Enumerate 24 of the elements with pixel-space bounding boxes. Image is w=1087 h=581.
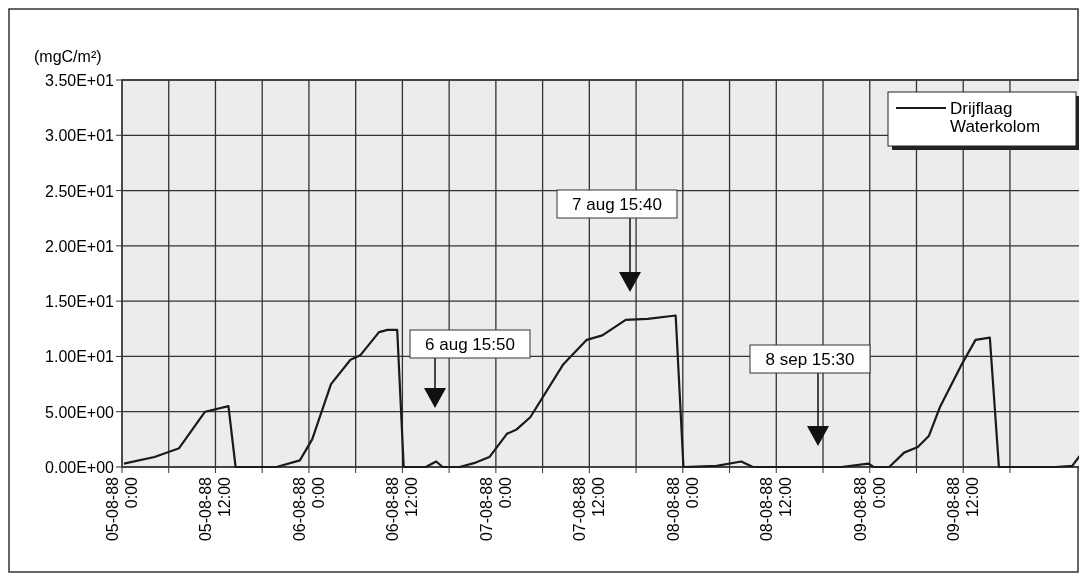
x-tick-label: 08-08-88 12:00 [758, 476, 795, 542]
annotation: Waterkolom [950, 117, 1041, 136]
y-axis-title: (mgC/m²) [34, 48, 102, 65]
legend-label: Drijflaag [950, 99, 1013, 118]
x-tick-label: 05-08-88 12:00 [197, 476, 234, 542]
y-tick-label: 1.00E+01 [45, 348, 115, 366]
x-tick-label: 05-08-88 0:00 [104, 476, 140, 542]
y-tick-label: 1.50E+01 [45, 293, 115, 311]
x-tick-label: 06-08-88 0:00 [290, 476, 327, 542]
x-tick-label: 08-08-88 0:00 [664, 476, 701, 542]
x-tick-label: 07-08-88 0:00 [477, 476, 514, 542]
x-tick-label: 06-08-88 12:00 [384, 476, 421, 542]
y-tick-label: 3.50E+01 [45, 72, 115, 89]
x-tick-label: 09-08-88 12:00 [945, 476, 982, 542]
x-tick-label: 09-08-88 0:00 [851, 476, 888, 542]
y-tick-label: 2.50E+01 [45, 182, 115, 200]
y-tick-label: 2.00E+01 [45, 237, 115, 255]
y-tick-label: 0.00E+00 [45, 459, 115, 476]
annotation: 6 aug 15:50 [425, 335, 515, 354]
y-tick-label: 5.00E+00 [45, 403, 115, 421]
y-tick-label: 3.00E+01 [45, 127, 115, 145]
x-tick-label: 07-08-88 12:00 [571, 476, 608, 542]
annotation: 7 aug 15:40 [572, 195, 662, 214]
annotation: 8 sep 15:30 [765, 350, 855, 369]
